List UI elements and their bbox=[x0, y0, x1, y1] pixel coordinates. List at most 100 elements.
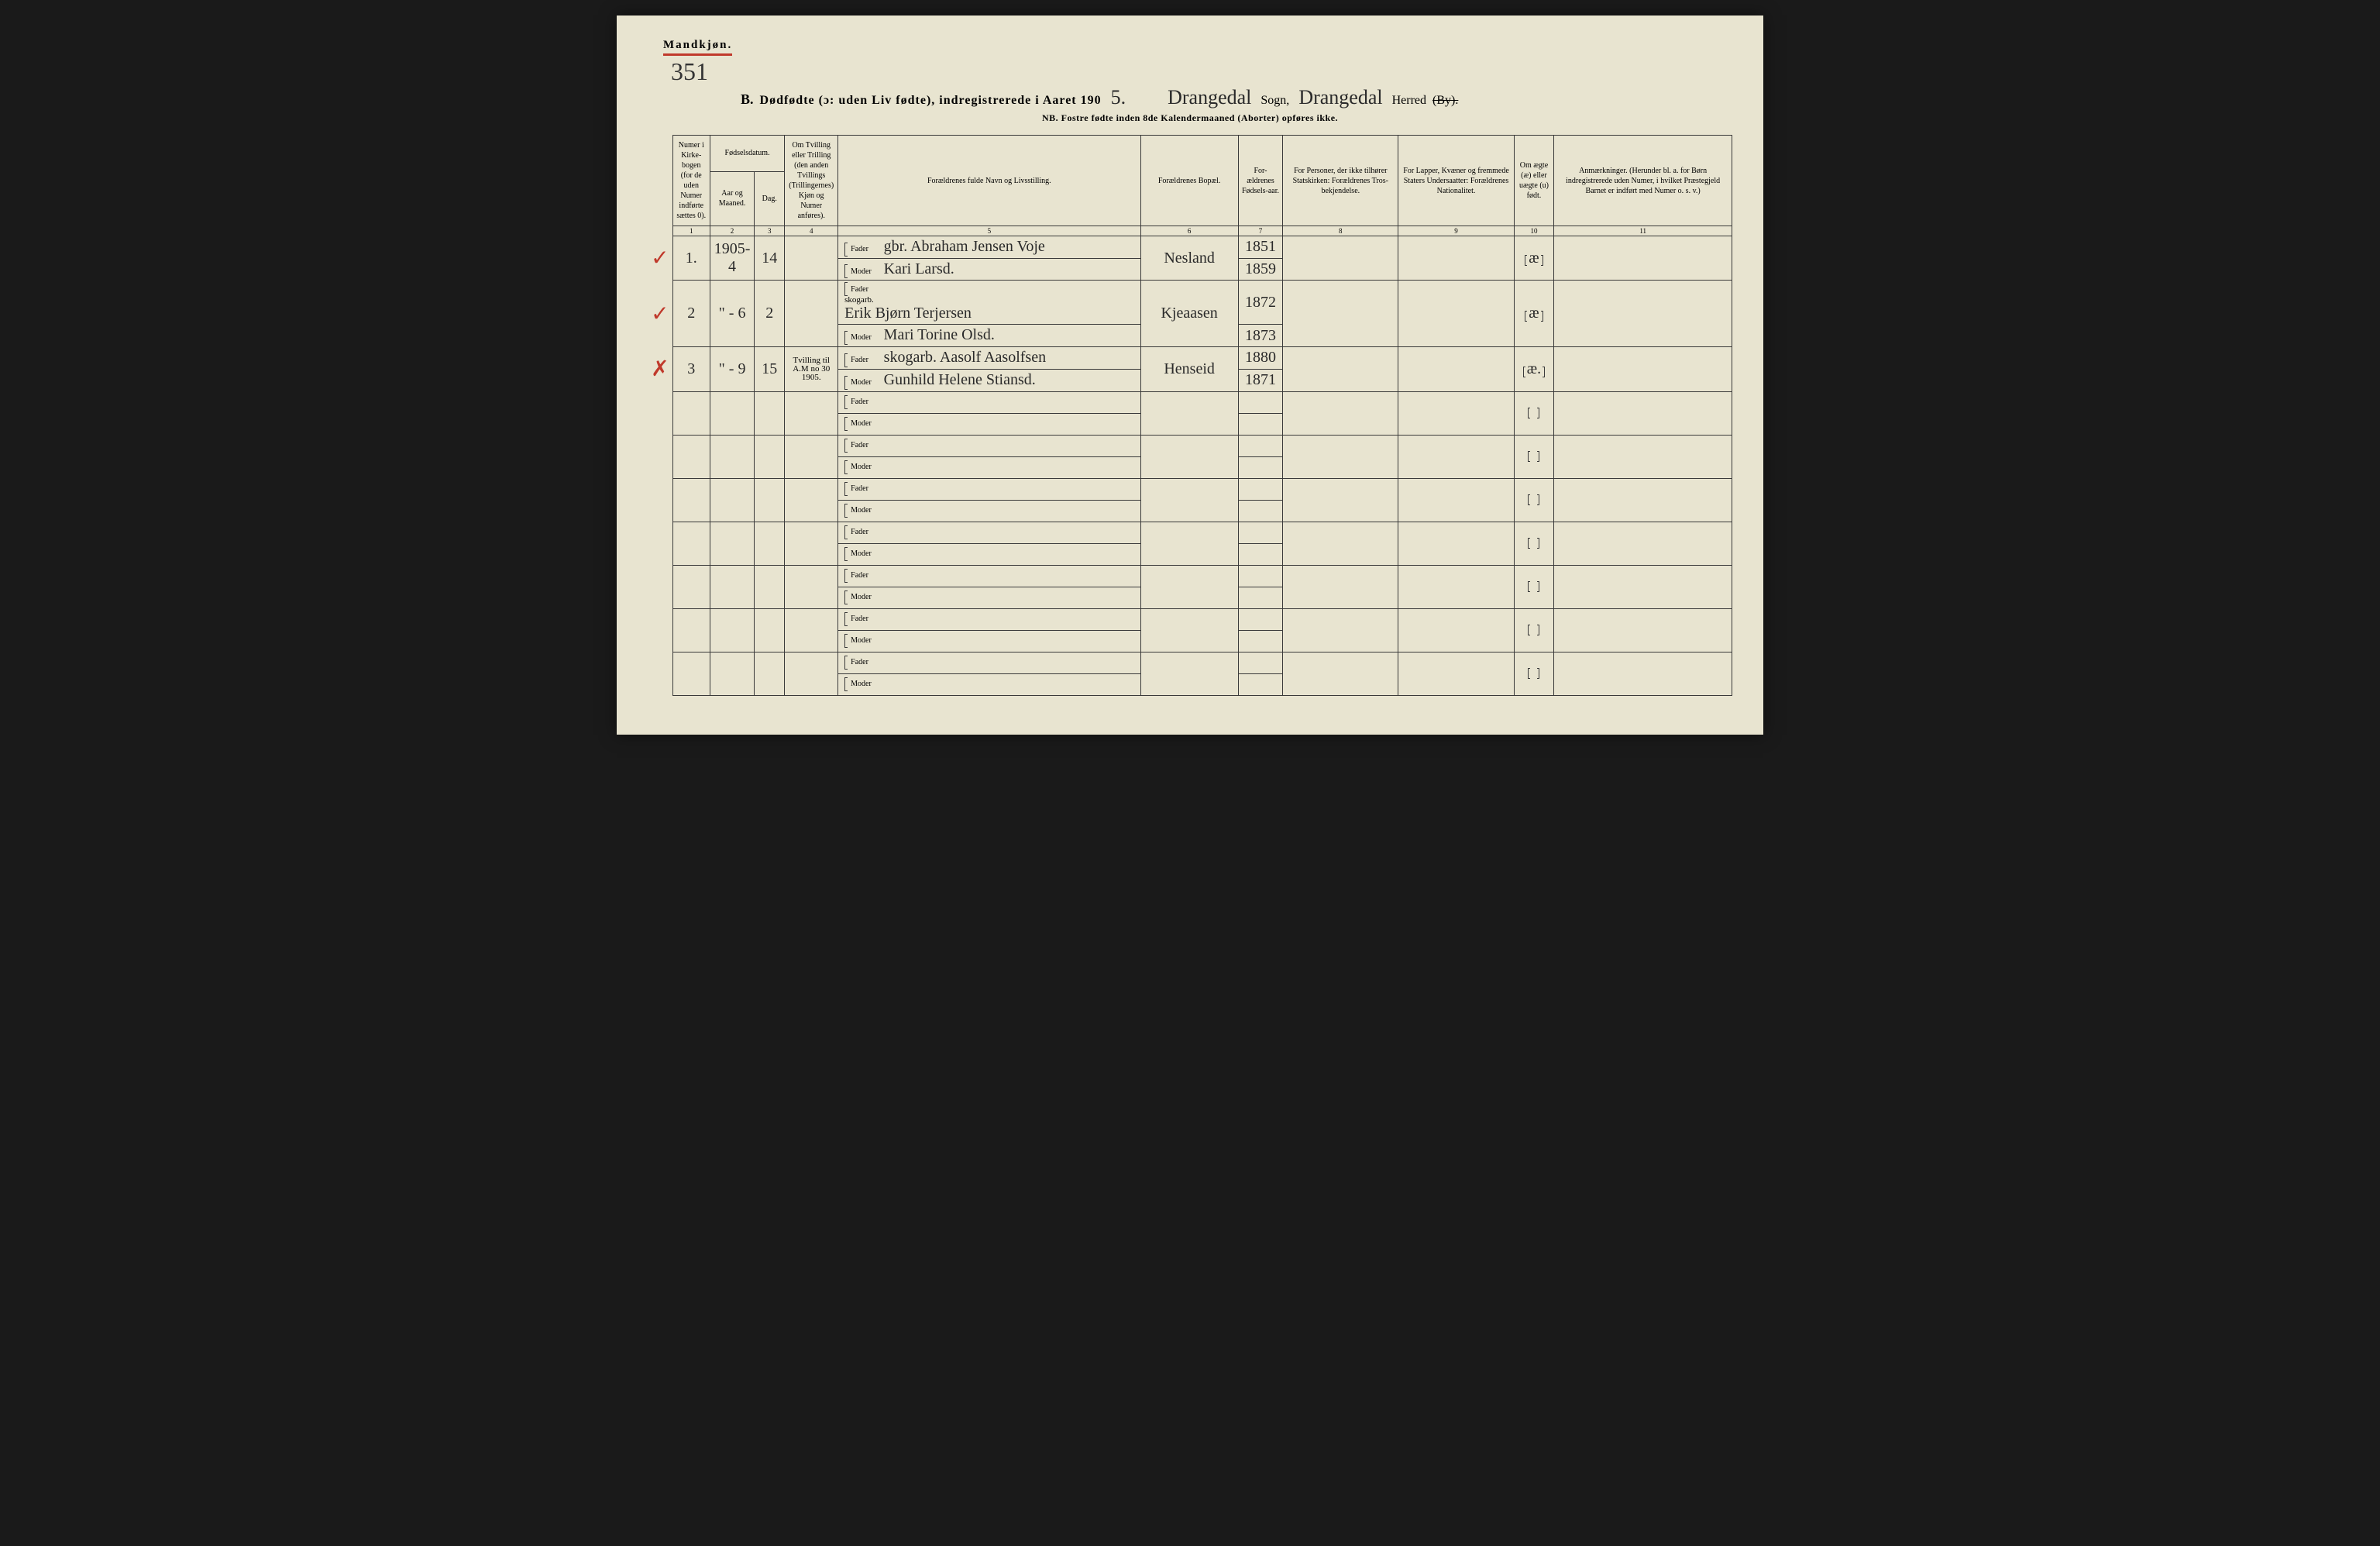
table-row: Fader bbox=[648, 565, 1732, 587]
ledger-table: Numer i Kirke-bogen (for de uden Numer i… bbox=[648, 135, 1732, 696]
twin-note: Tvilling til A.M no 30 1905. bbox=[785, 347, 838, 391]
legitimacy: æ. bbox=[1514, 347, 1554, 391]
col-header: Aar og Maaned. bbox=[710, 171, 754, 226]
table-row: Fader bbox=[648, 391, 1732, 413]
col-num: 2 bbox=[710, 226, 754, 236]
table-row: Fader bbox=[648, 435, 1732, 456]
residence: Henseid bbox=[1140, 347, 1238, 391]
col-num: 6 bbox=[1140, 226, 1238, 236]
mother-cell: Moder Mari Torine Olsd. bbox=[838, 325, 1140, 347]
mother-cell: Moder bbox=[838, 630, 1140, 652]
table-row: Fader bbox=[648, 522, 1732, 543]
religion bbox=[1283, 236, 1398, 281]
nationality bbox=[1398, 347, 1514, 391]
father-cell: Fader bbox=[838, 565, 1140, 587]
table-row: ✗ 3 " - 9 15 Tvilling til A.M no 30 1905… bbox=[648, 347, 1732, 370]
twin-note bbox=[785, 236, 838, 281]
parish-value: Drangedal bbox=[1164, 86, 1254, 109]
mother-cell: Moder bbox=[838, 673, 1140, 695]
day: 15 bbox=[755, 347, 785, 391]
mother-cell: Moder Kari Larsd. bbox=[838, 258, 1140, 281]
legitimacy: æ bbox=[1514, 236, 1554, 281]
page-number: 351 bbox=[671, 57, 1732, 86]
father-cell: Fader skogarb.Erik Bjørn Terjersen bbox=[838, 281, 1140, 325]
father-birth-year: 1872 bbox=[1238, 281, 1282, 325]
mother-cell: Moder bbox=[838, 456, 1140, 478]
check-mark: ✓ bbox=[648, 236, 672, 281]
mother-cell: Moder Gunhild Helene Stiansd. bbox=[838, 369, 1140, 391]
entry-number: 2 bbox=[672, 281, 710, 347]
day: 14 bbox=[755, 236, 785, 281]
entry-number: 1. bbox=[672, 236, 710, 281]
col-num: 10 bbox=[1514, 226, 1554, 236]
section-letter: B. bbox=[741, 91, 754, 108]
col-header: Om Tvilling eller Trilling (den anden Tv… bbox=[785, 136, 838, 226]
table-row: Fader bbox=[648, 478, 1732, 500]
mother-cell: Moder bbox=[838, 500, 1140, 522]
father-cell: Fader bbox=[838, 608, 1140, 630]
column-number-row: 1 2 3 4 5 6 7 8 9 10 11 bbox=[648, 226, 1732, 236]
district-value: Drangedal bbox=[1295, 86, 1385, 109]
col-num: 4 bbox=[785, 226, 838, 236]
year-suffix: 5. bbox=[1108, 86, 1130, 109]
header-block: Mandkjøn. 351 B. Dødfødte (ɔ: uden Liv f… bbox=[648, 39, 1732, 124]
year-month: 1905- 4 bbox=[710, 236, 754, 281]
remarks bbox=[1554, 281, 1732, 347]
district-label-herred: Herred bbox=[1392, 94, 1426, 108]
father-birth-year: 1880 bbox=[1238, 347, 1282, 370]
religion bbox=[1283, 347, 1398, 391]
col-num: 11 bbox=[1554, 226, 1732, 236]
col-header: For Lapper, Kvæner og fremmede Staters U… bbox=[1398, 136, 1514, 226]
ledger-page: Mandkjøn. 351 B. Dødfødte (ɔ: uden Liv f… bbox=[617, 15, 1763, 735]
day: 2 bbox=[755, 281, 785, 347]
district-label-by: (By). bbox=[1432, 94, 1458, 108]
col-header: Dag. bbox=[755, 171, 785, 226]
gender-label: Mandkjøn. bbox=[663, 39, 732, 56]
table-row: Fader bbox=[648, 608, 1732, 630]
father-cell: Fader gbr. Abraham Jensen Voje bbox=[838, 236, 1140, 259]
col-header: Forældrenes fulde Navn og Livsstilling. bbox=[838, 136, 1140, 226]
col-header: For-ældrenes Fødsels-aar. bbox=[1238, 136, 1282, 226]
col-header: Om ægte (æ) eller uægte (u) født. bbox=[1514, 136, 1554, 226]
mother-birth-year: 1873 bbox=[1238, 325, 1282, 347]
mother-cell: Moder bbox=[838, 543, 1140, 565]
parish-label: Sogn, bbox=[1261, 94, 1289, 108]
table-body: ✓ 1. 1905- 4 14 Fader gbr. Abraham Jense… bbox=[648, 236, 1732, 696]
table-header: Numer i Kirke-bogen (for de uden Numer i… bbox=[648, 136, 1732, 236]
year-month: " - 6 bbox=[710, 281, 754, 347]
title-prefix: Dødfødte (ɔ: uden Liv fødte), indregistr… bbox=[760, 94, 1102, 108]
subtitle: NB. Fostre fødte inden 8de Kalendermaane… bbox=[648, 112, 1732, 124]
legitimacy: æ bbox=[1514, 281, 1554, 347]
father-cell: Fader bbox=[838, 435, 1140, 456]
remarks bbox=[1554, 347, 1732, 391]
father-birth-year: 1851 bbox=[1238, 236, 1282, 259]
table-row: ✓ 2 " - 6 2 Fader skogarb.Erik Bjørn Ter… bbox=[648, 281, 1732, 325]
year-month: " - 9 bbox=[710, 347, 754, 391]
mother-cell: Moder bbox=[838, 587, 1140, 608]
father-cell: Fader bbox=[838, 391, 1140, 413]
col-num: 7 bbox=[1238, 226, 1282, 236]
col-header: Anmærkninger. (Herunder bl. a. for Børn … bbox=[1554, 136, 1732, 226]
mother-cell: Moder bbox=[838, 413, 1140, 435]
check-mark: ✓ bbox=[648, 281, 672, 347]
religion bbox=[1283, 281, 1398, 347]
col-num: 9 bbox=[1398, 226, 1514, 236]
col-header: Forældrenes Bopæl. bbox=[1140, 136, 1238, 226]
father-cell: Fader bbox=[838, 478, 1140, 500]
table-row: ✓ 1. 1905- 4 14 Fader gbr. Abraham Jense… bbox=[648, 236, 1732, 259]
nationality bbox=[1398, 236, 1514, 281]
col-num: 5 bbox=[838, 226, 1140, 236]
entry-number: 3 bbox=[672, 347, 710, 391]
table-row: Fader bbox=[648, 652, 1732, 673]
father-cell: Fader bbox=[838, 522, 1140, 543]
col-header: Numer i Kirke-bogen (for de uden Numer i… bbox=[672, 136, 710, 226]
col-num: 3 bbox=[755, 226, 785, 236]
remarks bbox=[1554, 236, 1732, 281]
father-cell: Fader skogarb. Aasolf Aasolfsen bbox=[838, 347, 1140, 370]
twin-note bbox=[785, 281, 838, 347]
nationality bbox=[1398, 281, 1514, 347]
mother-birth-year: 1871 bbox=[1238, 369, 1282, 391]
mother-birth-year: 1859 bbox=[1238, 258, 1282, 281]
check-mark: ✗ bbox=[648, 347, 672, 391]
col-num: 1 bbox=[672, 226, 710, 236]
